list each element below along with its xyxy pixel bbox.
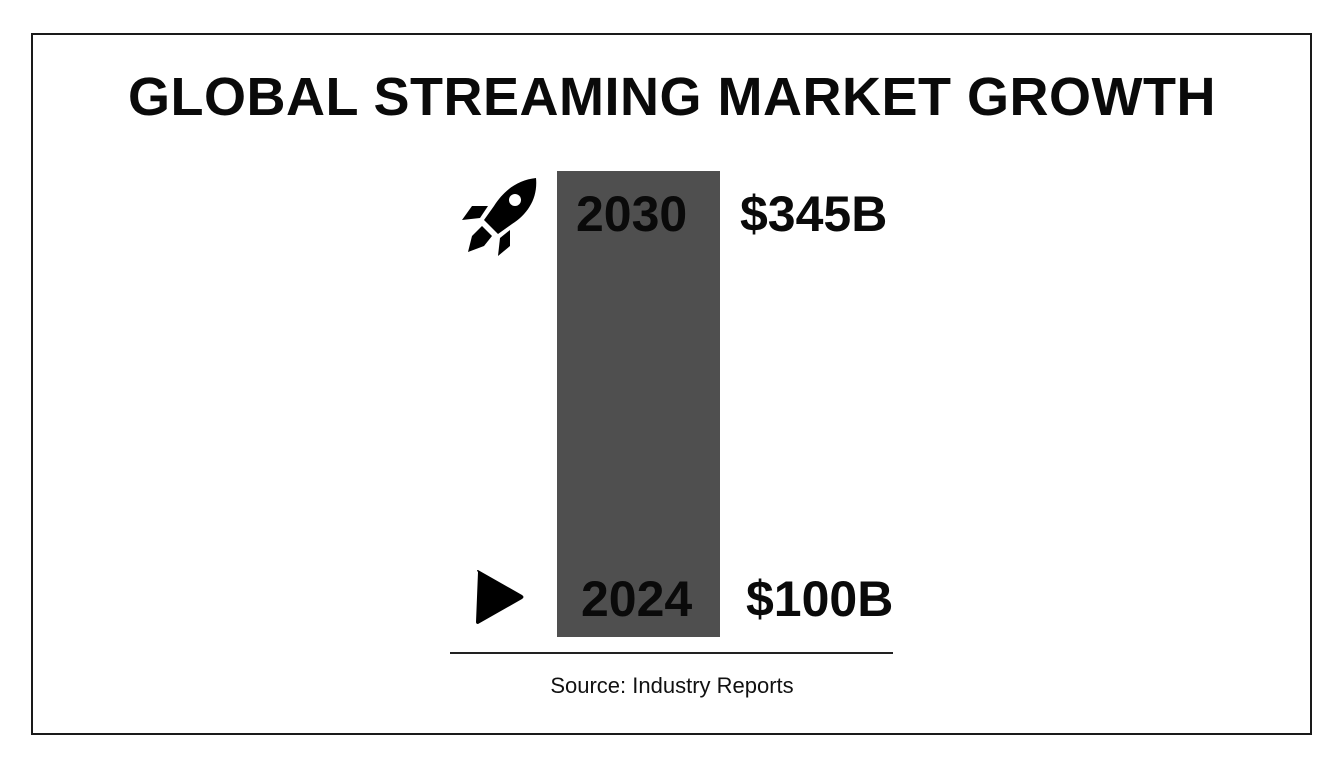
year-label-2030: 2030	[576, 186, 688, 242]
rocket-icon	[462, 178, 537, 256]
growth-bar	[557, 171, 720, 637]
divider	[450, 652, 893, 654]
source-note: Source: Industry Reports	[550, 673, 794, 698]
value-label-2030: $345B	[740, 186, 888, 242]
chart-title: GLOBAL STREAMING MARKET GROWTH	[128, 67, 1216, 127]
value-label-2024: $100B	[746, 571, 894, 627]
play-icon	[476, 570, 524, 624]
year-label-2024: 2024	[581, 571, 693, 627]
